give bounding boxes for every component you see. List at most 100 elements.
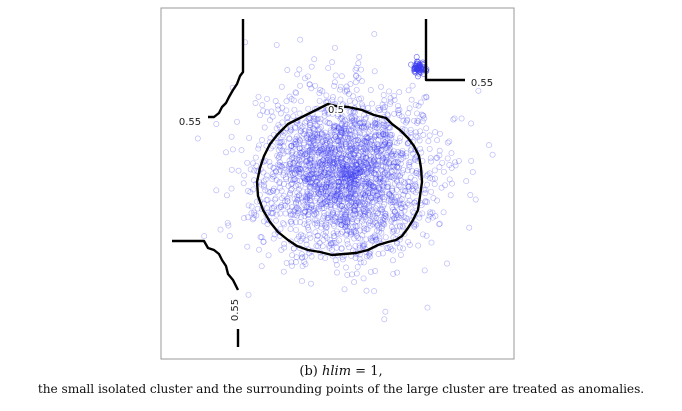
large-cluster-point	[326, 120, 333, 126]
large-cluster-point	[390, 152, 397, 159]
large-cluster-point	[342, 117, 349, 124]
large-cluster-point	[304, 157, 311, 164]
large-cluster-point	[342, 219, 349, 226]
large-cluster-point	[367, 268, 374, 275]
large-cluster-point	[292, 167, 299, 173]
large-cluster-point	[296, 151, 303, 158]
large-cluster-point	[305, 208, 312, 215]
large-cluster-point	[289, 211, 296, 218]
large-cluster-point	[288, 96, 295, 102]
large-cluster-point	[355, 166, 362, 173]
large-cluster-point	[338, 155, 345, 162]
large-cluster-point	[342, 175, 348, 182]
large-cluster-point	[330, 123, 337, 130]
large-cluster-point	[324, 159, 331, 166]
large-cluster-point	[406, 178, 413, 185]
large-cluster-point	[376, 185, 383, 191]
large-cluster-point	[341, 215, 347, 222]
large-cluster-point	[433, 154, 440, 161]
large-cluster-point	[352, 161, 359, 168]
large-cluster-point	[290, 143, 297, 150]
large-cluster-point	[327, 218, 334, 225]
large-cluster-point	[247, 166, 254, 173]
large-cluster-point	[436, 147, 443, 154]
large-cluster-point	[374, 147, 381, 154]
large-cluster-point	[323, 184, 330, 191]
large-cluster-point	[374, 210, 381, 217]
large-cluster-point	[356, 201, 363, 208]
large-cluster-point	[379, 203, 386, 210]
large-cluster-point	[398, 150, 405, 157]
large-cluster-point	[348, 179, 355, 186]
large-cluster-point	[288, 155, 295, 162]
large-cluster-point	[333, 138, 339, 145]
large-cluster-point	[276, 179, 283, 185]
large-cluster-point	[351, 163, 357, 170]
large-cluster-point	[334, 179, 341, 185]
large-cluster-point	[337, 170, 344, 177]
large-cluster-point	[302, 151, 309, 158]
large-cluster-point	[336, 146, 343, 153]
large-cluster-point	[411, 221, 418, 227]
large-cluster-point	[402, 204, 409, 211]
large-cluster-point	[307, 234, 314, 241]
large-cluster-point	[339, 129, 345, 136]
large-cluster-point	[380, 128, 387, 135]
large-cluster-point	[429, 209, 436, 216]
large-cluster-point	[327, 132, 334, 139]
large-cluster-point	[351, 119, 358, 126]
large-cluster-point	[315, 189, 322, 196]
large-cluster-point	[305, 224, 311, 231]
large-cluster-point	[251, 209, 258, 216]
large-cluster-point	[320, 157, 327, 164]
large-cluster-point	[311, 207, 318, 214]
large-cluster-point	[361, 210, 368, 217]
large-cluster-point	[201, 233, 208, 240]
large-cluster-point	[381, 120, 387, 127]
large-cluster-point	[280, 220, 286, 227]
large-cluster-point	[325, 217, 331, 224]
large-cluster-point	[342, 125, 349, 132]
large-cluster-point	[275, 139, 282, 146]
large-cluster-point	[352, 202, 359, 209]
large-cluster-point	[301, 140, 307, 147]
large-cluster-point	[312, 122, 319, 128]
large-cluster-point	[383, 158, 390, 165]
large-cluster-point	[325, 110, 332, 117]
large-cluster-point	[345, 196, 352, 203]
large-cluster-point	[281, 129, 288, 136]
large-cluster-point	[295, 182, 302, 188]
large-cluster-point	[323, 145, 330, 152]
large-cluster-point	[391, 139, 398, 146]
large-cluster-point	[316, 174, 323, 181]
large-cluster-point	[357, 158, 364, 165]
large-cluster-point	[360, 208, 367, 215]
large-cluster-point	[392, 159, 399, 165]
large-cluster-point	[359, 232, 366, 239]
large-cluster-point	[245, 291, 252, 298]
large-cluster-point	[412, 132, 419, 139]
large-cluster-point	[393, 202, 400, 209]
large-cluster-point	[244, 214, 251, 221]
large-cluster-point	[311, 140, 318, 147]
large-cluster-point	[412, 180, 419, 187]
large-cluster-point	[405, 201, 412, 208]
large-cluster-point	[360, 173, 367, 179]
large-cluster-point	[297, 36, 304, 43]
large-cluster-point	[362, 176, 369, 183]
large-cluster-point	[357, 227, 364, 234]
large-cluster-point	[336, 179, 343, 186]
large-cluster-point	[330, 94, 336, 101]
large-cluster-point	[361, 145, 368, 152]
large-cluster-point	[356, 169, 363, 176]
large-cluster-point	[286, 136, 293, 142]
large-cluster-point	[346, 114, 353, 121]
large-cluster-point	[327, 127, 334, 134]
large-cluster-point	[352, 114, 359, 121]
large-cluster-point	[337, 210, 344, 217]
large-cluster-point	[372, 234, 379, 241]
large-cluster-point	[314, 220, 321, 226]
large-cluster-point	[360, 165, 367, 171]
large-cluster-point	[340, 151, 347, 158]
large-cluster-point	[358, 124, 365, 131]
